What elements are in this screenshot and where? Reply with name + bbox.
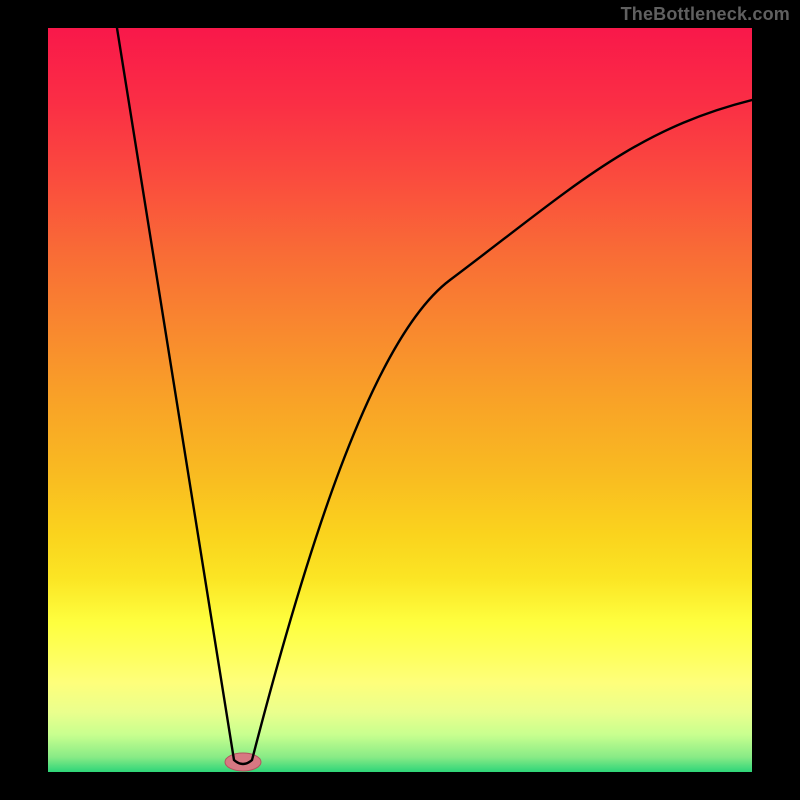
- frame-border: [752, 0, 800, 800]
- bottleneck-chart: [0, 0, 800, 800]
- optimal-point-marker: [225, 753, 261, 771]
- frame-border: [0, 772, 800, 800]
- chart-container: TheBottleneck.com: [0, 0, 800, 800]
- frame-border: [0, 0, 48, 800]
- watermark-label: TheBottleneck.com: [621, 4, 790, 25]
